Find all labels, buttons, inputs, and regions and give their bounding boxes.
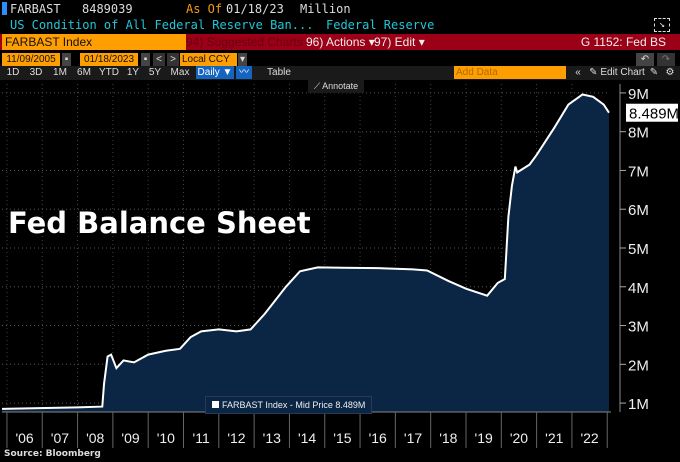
popout-icon[interactable]: ↘ <box>654 18 670 32</box>
last-value-box <box>626 103 678 122</box>
x-tick-label: '07 <box>51 430 69 446</box>
x-tick-label: '22 <box>580 430 598 446</box>
overlay-title: Fed Balance Sheet <box>8 206 311 240</box>
last-value: 8489039 <box>82 2 133 16</box>
y-tick-label: 5M <box>628 241 649 258</box>
security-input[interactable]: FARBAST Index <box>2 34 186 50</box>
legend: FARBAST Index - Mid Price 8.489M <box>205 396 373 414</box>
settings-icon[interactable]: ⚙ <box>665 67 675 78</box>
period-button-1y[interactable]: 1Y <box>126 67 140 78</box>
unit: Million <box>300 2 351 16</box>
as-of-date: 01/18/23 <box>226 2 284 16</box>
y-tick-label: 9M <box>628 86 649 103</box>
y-tick-label: 6M <box>628 202 649 219</box>
toolbar-bar: FARBAST Index 94) Suggested Charts 96) A… <box>0 34 680 50</box>
source-label: Source: Bloomberg <box>4 449 101 459</box>
legend-label: FARBAST Index - Mid Price 8.489M <box>222 400 366 410</box>
y-tick-label: 3M <box>628 319 649 336</box>
edit-chart-button[interactable]: ✎ Edit Chart <box>589 67 645 78</box>
description: US Condition of All Federal Reserve Ban.… <box>10 18 314 32</box>
ticker: FARBAST <box>10 2 61 16</box>
period-button-1d[interactable]: 1D <box>6 67 20 78</box>
ticker-marker <box>2 2 7 15</box>
edit-chart-label: Edit Chart <box>600 67 645 78</box>
redo-icon[interactable]: ↷ <box>657 53 675 66</box>
y-tick-label: 1M <box>628 396 649 413</box>
add-data-input[interactable]: Add Data <box>454 66 566 79</box>
x-tick-label: '19 <box>475 430 493 446</box>
area-fill <box>2 94 609 413</box>
chevron-down-icon[interactable]: ▾ <box>238 53 247 66</box>
x-tick-label: '14 <box>298 430 316 446</box>
x-tick-label: '11 <box>193 430 210 446</box>
chart: 1M 2M 3M 4M 5M 6M 7M 8M 9M '06 '07 '08 '09 '10 '11 '12 '… <box>1 84 679 448</box>
period-button-ytd[interactable]: YTD <box>99 67 119 78</box>
last-value-label: 8.489M <box>629 106 679 123</box>
undo-icon[interactable]: ↶ <box>636 53 654 66</box>
start-date-input[interactable]: 11/09/2005 <box>2 53 60 66</box>
suggested-charts-button[interactable]: 94) Suggested Charts <box>186 35 303 49</box>
actions-label: 96) Actions <box>306 35 366 49</box>
x-tick-label: '13 <box>263 430 281 446</box>
period-button-3d[interactable]: 3D <box>29 67 43 78</box>
x-tick-label: '06 <box>15 430 33 446</box>
x-tick-label: '17 <box>404 430 422 446</box>
end-date-input[interactable]: 01/18/2023 <box>80 53 138 66</box>
y-tick-label: 7M <box>628 163 649 180</box>
x-tick-label: '20 <box>510 430 528 446</box>
period-button-max[interactable]: Max <box>170 67 190 78</box>
chart-id: G 1152: Fed BS <box>580 35 666 49</box>
x-tick-label: '10 <box>157 430 175 446</box>
edit-button[interactable]: 97) Edit ▾ <box>374 35 425 49</box>
calendar-icon[interactable]: ▪ <box>141 53 150 66</box>
as-of-label: As Of <box>186 2 223 16</box>
actions-button[interactable]: 96) Actions ▾ <box>306 35 375 49</box>
edit-icon[interactable]: ✎ <box>649 67 659 78</box>
edit-label: 97) Edit <box>374 35 416 49</box>
frequency-label: Daily <box>197 67 220 78</box>
next-button[interactable]: > <box>167 53 179 66</box>
table-button[interactable]: Table <box>267 67 291 78</box>
series-line <box>1 93 610 410</box>
y-tick-label: 8M <box>628 125 649 142</box>
legend-swatch <box>212 401 219 408</box>
x-tick-label: '21 <box>545 430 563 446</box>
period-button-6m[interactable]: 6M <box>77 67 91 78</box>
x-tick-label: '12 <box>227 430 245 446</box>
x-tick-label: '09 <box>121 430 139 446</box>
frequency-select[interactable]: Daily ▼ <box>196 66 234 79</box>
x-tick-label: '15 <box>333 430 351 446</box>
y-tick-label: 2M <box>628 357 649 374</box>
annotate-button[interactable]: ⟋ Annotate <box>308 80 364 93</box>
period-button-5y[interactable]: 5Y <box>148 67 162 78</box>
collapse-icon[interactable]: « <box>575 67 581 78</box>
period-button-1m[interactable]: 1M <box>53 67 67 78</box>
y-tick-label: 4M <box>628 280 649 297</box>
calendar-icon[interactable]: ▪ <box>62 53 71 66</box>
x-tick-label: '16 <box>369 430 387 446</box>
source-name: Federal Reserve <box>326 18 435 32</box>
x-tick-label: '18 <box>439 430 457 446</box>
x-tick-label: '08 <box>86 430 104 446</box>
line-chart-icon[interactable]: 〰 <box>236 66 252 79</box>
currency-select[interactable]: Local CCY <box>180 53 237 66</box>
prev-button[interactable]: < <box>153 53 165 66</box>
annotate-label: Annotate <box>322 81 359 91</box>
